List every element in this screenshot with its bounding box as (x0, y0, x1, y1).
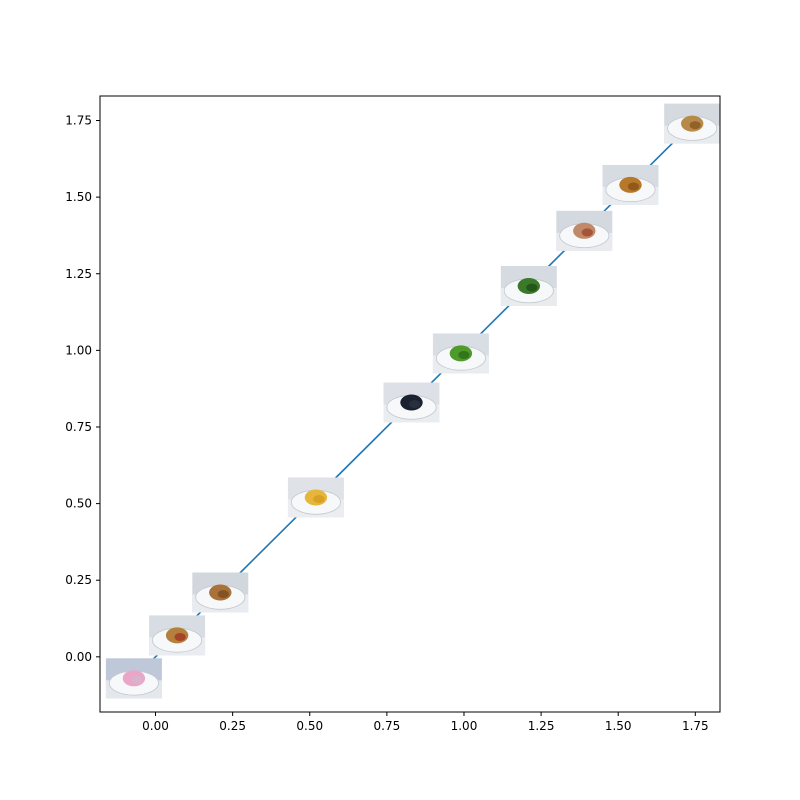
x-tick-label: 0.25 (219, 719, 246, 733)
y-tick-label: 0.50 (65, 497, 92, 511)
y-tick-label: 1.00 (65, 343, 92, 357)
y-tick-label: 1.50 (65, 190, 92, 204)
bell-pepper-plate-icon (432, 333, 489, 374)
soup-plate-icon (287, 477, 344, 518)
y-tick-label: 1.25 (65, 267, 92, 281)
x-tick-label: 0.75 (374, 719, 401, 733)
image-marker-layer (105, 103, 721, 699)
pink-dessert-plate-icon (105, 658, 162, 699)
muffin-plate-icon (192, 572, 249, 613)
series-layer (133, 123, 693, 679)
x-tick-label: 1.25 (528, 719, 555, 733)
nuggets-plate-icon (602, 164, 659, 205)
x-tick-label: 1.00 (451, 719, 478, 733)
plot-area-frame (99, 95, 721, 713)
y-tick-label: 1.75 (65, 114, 92, 128)
series-line-0 (133, 123, 693, 679)
fried-rice-plate-icon (664, 103, 721, 144)
y-tick-label: 0.00 (65, 650, 92, 664)
y-tick-label: 0.75 (65, 420, 92, 434)
x-tick-label: 1.75 (682, 719, 709, 733)
broccoli-plate-icon (500, 266, 557, 306)
pie-slice-plate-icon (149, 615, 206, 656)
x-tick-label: 0.00 (142, 719, 169, 733)
x-tick-label: 1.50 (605, 719, 632, 733)
x-tick-label: 0.50 (296, 719, 323, 733)
y-axis: 0.00 0.25 0.50 0.75 1.00 1.25 1.50 1.75 (65, 114, 100, 664)
pizza-plate-icon (556, 210, 613, 251)
berries-plate-icon (383, 382, 440, 423)
y-tick-label: 0.25 (65, 573, 92, 587)
x-axis: 0.00 0.25 0.50 0.75 1.00 1.25 1.50 1.75 (142, 712, 709, 733)
